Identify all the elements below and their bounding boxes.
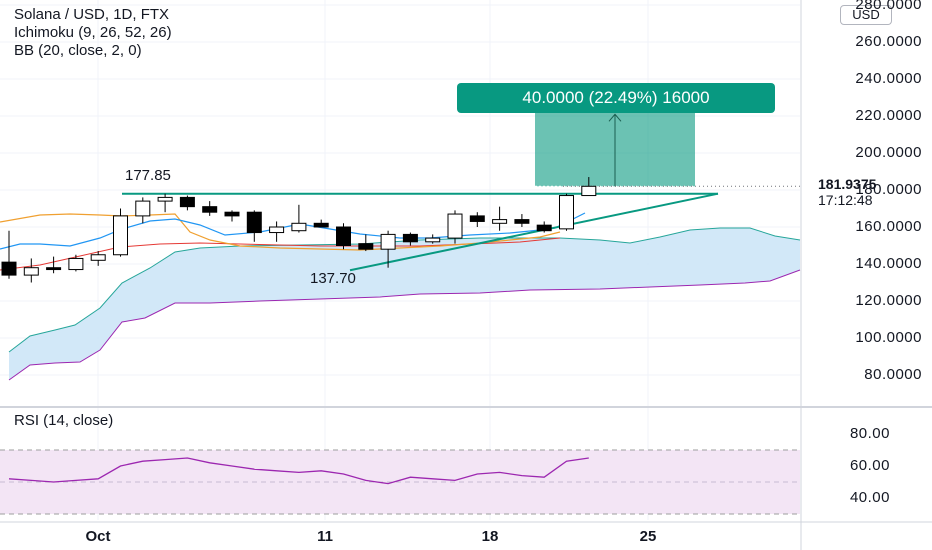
- candle-up: [269, 226, 285, 234]
- candle-up: [157, 196, 173, 202]
- bar-countdown: 17:12:48: [818, 192, 873, 208]
- candle-down: [246, 211, 262, 234]
- candle-up: [380, 233, 396, 250]
- currency-badge[interactable]: USD: [840, 5, 892, 25]
- candle-up: [581, 185, 597, 197]
- price-tick-label: 180.0000: [855, 181, 922, 198]
- drawings: [122, 112, 800, 272]
- candle-up: [447, 213, 463, 239]
- candle-up: [113, 215, 128, 256]
- price-tick-label: 160.0000: [855, 218, 922, 235]
- rsi-line: [8, 457, 589, 485]
- candle-down: [469, 215, 485, 222]
- candle-down: [313, 222, 329, 228]
- rsi-tick-label: 60.00: [849, 457, 890, 474]
- legend-rsi: RSI (14, close): [14, 412, 114, 429]
- high-annotation: 177.85: [125, 167, 171, 184]
- candle-down: [46, 267, 62, 271]
- measure-arrow-head: [608, 113, 622, 122]
- ascending-support-line: [349, 192, 719, 272]
- candle-up: [90, 254, 106, 261]
- candle-down: [536, 224, 552, 232]
- candle-down: [179, 196, 195, 208]
- candle-down: [336, 226, 351, 246]
- rsi-tick-label: 80.00: [849, 425, 890, 442]
- candle-down: [514, 219, 530, 224]
- price-tick-label: 280.0000: [855, 0, 922, 13]
- candle-up: [492, 219, 508, 224]
- candle-down: [358, 243, 374, 250]
- candle-up: [559, 195, 574, 230]
- price-tick-label: 120.0000: [855, 292, 922, 309]
- price-tick-label: 260.0000: [855, 33, 922, 50]
- candle-down: [1, 261, 17, 276]
- candle-down: [224, 211, 240, 217]
- date-tick-label: Oct: [85, 528, 111, 545]
- legend-ichimoku: Ichimoku (9, 26, 52, 26): [14, 24, 172, 41]
- candle-up: [23, 267, 39, 276]
- candle-down: [402, 233, 418, 243]
- candle-down: [202, 206, 218, 213]
- candles: [1, 177, 597, 283]
- cloud-fill: [9, 228, 800, 380]
- current-price: 181.9375: [818, 176, 877, 192]
- legend-bb: BB (20, close, 2, 0): [14, 42, 142, 59]
- candle-up: [135, 200, 151, 217]
- measure-label[interactable]: 40.0000 (22.49%) 16000: [457, 83, 775, 113]
- low-annotation: 137.70: [310, 270, 356, 287]
- candle-up: [425, 237, 441, 243]
- price-tick-label: 240.0000: [855, 70, 922, 87]
- date-tick-label: 25: [639, 528, 657, 545]
- price-tick-label: 220.0000: [855, 107, 922, 124]
- price-tick-label: 200.0000: [855, 144, 922, 161]
- senkou-span-b: [8, 269, 801, 381]
- legend-title: Solana / USD, 1D, FTX: [14, 6, 170, 23]
- candle-up: [68, 257, 84, 271]
- candle-up: [291, 222, 307, 232]
- price-tick-label: 100.0000: [855, 329, 922, 346]
- current-price-box: [812, 174, 932, 210]
- rsi-pane: [0, 449, 800, 515]
- rsi-tick-label: 40.00: [849, 489, 890, 506]
- price-tick-label: 80.0000: [864, 366, 922, 383]
- date-tick-label: 11: [317, 528, 333, 545]
- price-tick-label: 140.0000: [855, 255, 922, 272]
- date-tick-label: 18: [481, 528, 499, 545]
